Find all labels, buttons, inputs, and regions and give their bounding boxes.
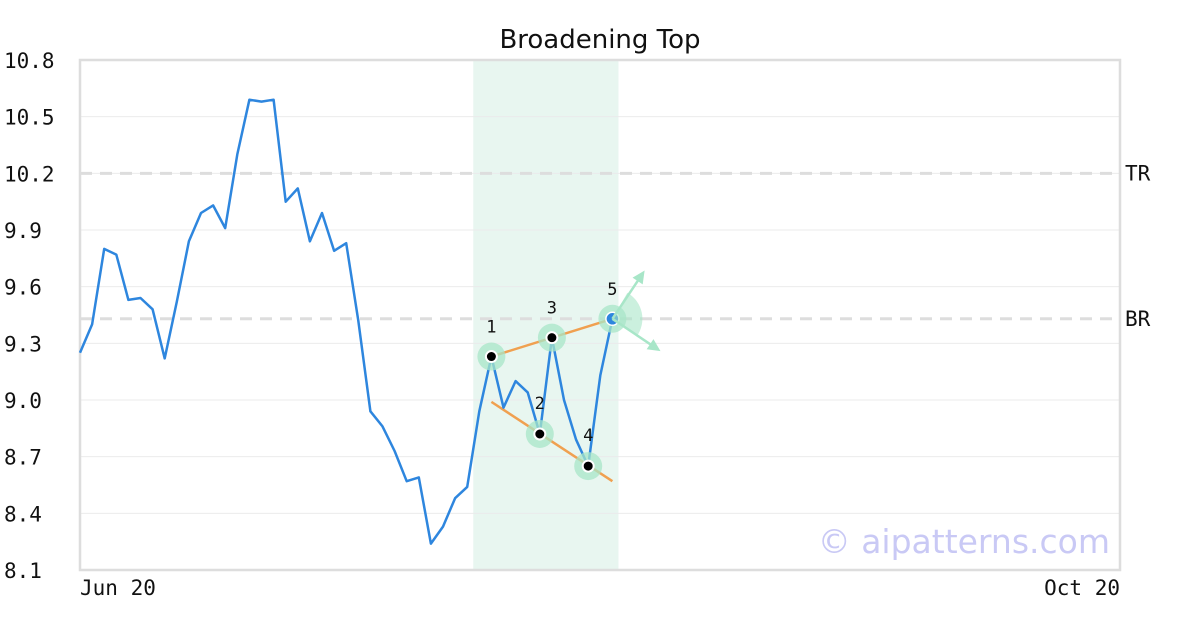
pattern-point-label: 1 (486, 318, 496, 338)
chart-title: Broadening Top (499, 25, 700, 55)
price-line (78, 98, 614, 545)
x-tick-label: Oct 20 (1044, 576, 1120, 600)
pattern-point-label: 5 (607, 280, 617, 300)
breakout-wedge (612, 292, 643, 337)
y-tick-label: 9.3 (4, 332, 42, 356)
y-tick-label: 10.8 (4, 49, 55, 73)
pattern-region (473, 60, 619, 570)
pattern-point-marker (533, 427, 547, 441)
breakout-arrow-down-head (646, 339, 661, 352)
y-tick-label: 10.2 (4, 162, 55, 186)
y-tick-label: 9.9 (4, 219, 42, 243)
plot-frame (78, 58, 1122, 572)
pattern-point-marker (581, 459, 595, 473)
pattern-point-marker (545, 331, 559, 345)
watermark: © aipatterns.com (818, 522, 1110, 561)
pattern-point-marker (484, 350, 498, 364)
pattern-point-label: 4 (583, 426, 593, 446)
y-tick-label: 8.7 (4, 446, 42, 470)
breakout-arrow-up (611, 276, 642, 320)
pattern-point-label: 3 (547, 299, 557, 319)
pattern-point-label: 2 (535, 394, 545, 414)
breakout-arrow-down (611, 317, 655, 348)
y-tick-label: 9.0 (4, 389, 42, 413)
y-tick-label: 8.4 (4, 502, 42, 526)
reference-label: BR (1125, 307, 1151, 331)
y-tick-label: 10.5 (4, 106, 55, 130)
y-tick-label: 9.6 (4, 276, 42, 300)
reference-label: TR (1125, 161, 1151, 185)
x-tick-label: Jun 20 (80, 576, 156, 600)
breakout-arrow-up-head (632, 270, 645, 285)
y-tick-label: 8.1 (4, 559, 42, 583)
